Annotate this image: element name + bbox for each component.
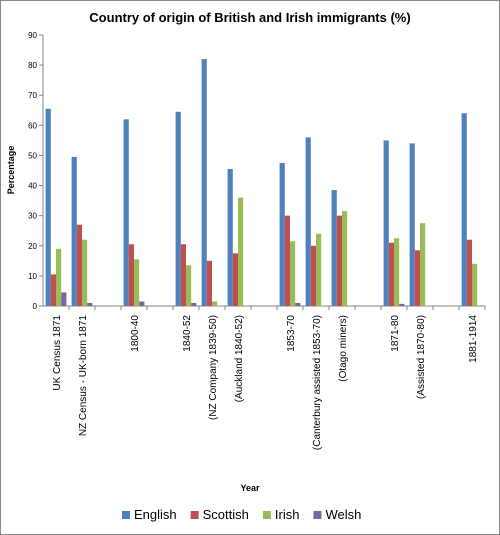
- bar: [139, 301, 145, 306]
- bar: [342, 211, 348, 306]
- bar: [290, 241, 296, 306]
- bar: [175, 111, 181, 307]
- bar: [186, 265, 192, 306]
- y-tick-label: 50: [28, 151, 37, 160]
- chart-title: Country of origin of British and Irish i…: [89, 10, 410, 25]
- bar: [201, 59, 207, 306]
- y-axis-label: Percentage: [6, 146, 16, 195]
- bar: [232, 253, 238, 306]
- x-tick-label: 1871-80: [390, 315, 401, 352]
- y-tick-label: 70: [28, 91, 37, 100]
- bar: [50, 274, 56, 306]
- bar: [238, 197, 244, 306]
- bar: [191, 302, 197, 306]
- y-tick-label: 10: [28, 272, 37, 281]
- x-tick-label: (NZ Company 1839-50): [208, 315, 219, 420]
- y-tick-label: 30: [28, 212, 37, 221]
- bar: [284, 215, 290, 306]
- x-tick-label: 1853-70: [286, 315, 297, 352]
- bar: [295, 302, 301, 306]
- bar: [414, 250, 420, 306]
- bar: [227, 168, 233, 306]
- y-tick-label: 80: [28, 61, 37, 70]
- legend-swatch: [313, 511, 322, 519]
- y-tick-label: 20: [28, 242, 37, 251]
- bar: [399, 303, 405, 306]
- x-tick-label: 1800-40: [130, 315, 141, 352]
- bar: [336, 215, 342, 306]
- bar: [87, 302, 93, 306]
- y-tick-label: 40: [28, 182, 37, 191]
- bar: [134, 259, 140, 306]
- legend-swatch: [190, 511, 199, 519]
- bar: [466, 239, 472, 306]
- bar: [180, 244, 186, 306]
- bar: [331, 190, 337, 306]
- y-tick-label: 0: [33, 302, 38, 311]
- bar: [128, 244, 134, 306]
- bar: [394, 238, 400, 306]
- bar: [420, 223, 426, 306]
- bar: [123, 119, 129, 306]
- x-tick-label: 1881-1914: [468, 315, 479, 363]
- bar: [310, 245, 316, 306]
- x-tick-label: (Otago miners): [338, 315, 349, 382]
- legend-label: Welsh: [325, 507, 361, 522]
- bar: [212, 301, 218, 306]
- bar: [409, 143, 415, 306]
- bar: [76, 224, 82, 306]
- legend-label: English: [134, 507, 177, 522]
- bar: [206, 260, 212, 306]
- bar: [56, 248, 62, 306]
- bar: [45, 108, 51, 307]
- bar: [305, 137, 311, 306]
- bar: [279, 162, 285, 306]
- bar: [82, 239, 88, 306]
- y-tick-label: 60: [28, 121, 37, 130]
- legend-label: Scottish: [203, 507, 249, 522]
- x-tick-label: (Auckland 1840-52): [234, 315, 245, 402]
- legend-swatch: [122, 511, 130, 519]
- bar: [71, 156, 77, 306]
- x-tick-label: UK Census 1871: [52, 315, 63, 391]
- x-tick-label: (Canterbury assisted 1853-70): [312, 315, 323, 450]
- x-tick-label: 1840-52: [182, 315, 193, 352]
- bar: [383, 140, 389, 306]
- bar: [316, 233, 322, 306]
- x-axis-label: Year: [240, 483, 260, 493]
- legend-label: Irish: [275, 507, 300, 522]
- y-tick-label: 90: [28, 31, 37, 40]
- bar: [61, 292, 67, 306]
- bar: [472, 263, 478, 306]
- bar: [461, 113, 467, 307]
- bar: [388, 242, 394, 306]
- x-tick-label: NZ Census - UK-born 1871: [78, 315, 89, 437]
- x-tick-label: (Assisted 1870-80): [416, 315, 427, 399]
- legend-swatch: [262, 511, 271, 519]
